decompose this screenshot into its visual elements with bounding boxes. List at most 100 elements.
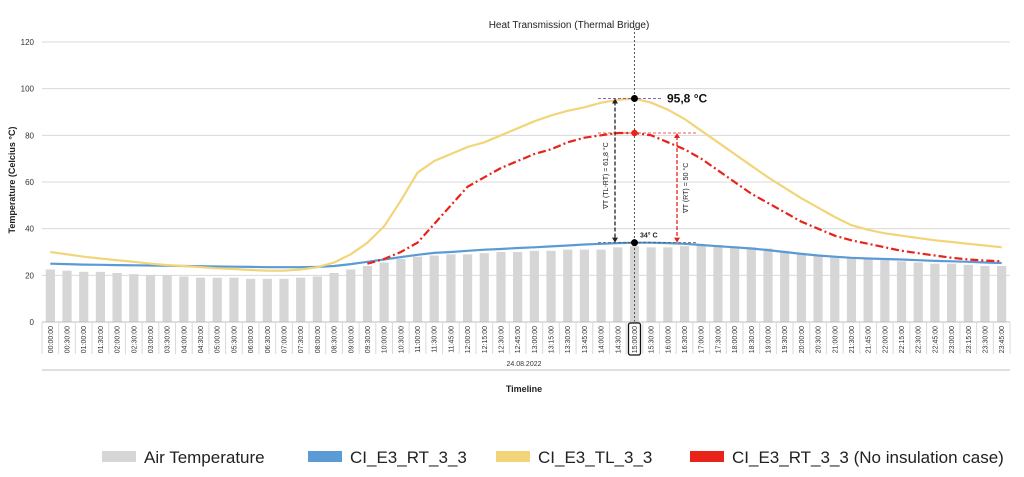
air-temperature-bar: [763, 248, 773, 322]
series-line-ci-e3-rt-3-3-no-insulation-case-: [367, 131, 1002, 265]
y-tick-label: 120: [21, 38, 35, 47]
x-tick-label: 23:15:00: [966, 326, 973, 353]
peak-rt-label: 34° C: [640, 232, 658, 240]
x-tick-label: 17:00:00: [699, 326, 706, 353]
x-tick-label: 04:00:00: [181, 326, 188, 353]
air-temperature-bar: [362, 266, 373, 322]
x-tick-label: 09:30:00: [365, 326, 372, 353]
x-tick-label: 01:00:00: [81, 326, 88, 353]
legend-swatch: [308, 451, 342, 462]
gridlines: [42, 41, 1010, 323]
air-temperature-bar: [796, 253, 806, 322]
delta-rt-label: ∇T (RT) = 50 °C: [682, 163, 690, 214]
x-tick-label: 04:30:00: [198, 326, 205, 353]
x-tick-label: 21:00:00: [832, 326, 839, 353]
peak-noins-marker: [631, 129, 638, 137]
x-tick-label: 02:00:00: [115, 326, 122, 353]
air-temperature-bar: [329, 273, 339, 322]
x-tick-label: 11:30:00: [432, 326, 439, 353]
y-tick-label: 80: [25, 131, 34, 140]
air-temperature-bar: [946, 263, 957, 322]
x-tick-label: 12:30:00: [499, 326, 506, 353]
x-tick-label: 06:00:00: [248, 326, 255, 353]
series-line-ci-e3-rt-3-3: [50, 241, 1002, 269]
delta-tl-rt-label: ∇T (TL-RT) = 61,8 °C: [602, 142, 610, 210]
x-tick-label: 20:30:00: [816, 326, 823, 353]
air-temperature-bar: [780, 250, 790, 322]
delta-rt-arrow-head-top: [674, 133, 680, 138]
air-temperature-bar: [963, 264, 973, 322]
x-tick-label: 07:00:00: [282, 326, 289, 353]
air-temperature-bar: [479, 253, 489, 322]
peak-rt-marker: [630, 239, 638, 247]
air-temperature-bar: [579, 249, 590, 322]
air-temperature-bar: [195, 277, 206, 322]
air-temperature-bar: [846, 257, 857, 322]
air-temperature-bar: [896, 261, 907, 322]
air-temperature-bar: [79, 271, 89, 322]
delta-tl-rt-arrow-head-bottom: [612, 237, 618, 243]
air-temperature-bar: [613, 247, 623, 322]
x-tick-label: 18:00:00: [732, 326, 739, 353]
y-tick-label: 0: [30, 318, 35, 327]
air-temperature-bar: [913, 262, 923, 322]
legend: Air Temperature CI_E3_RT_3_3 CI_E3_TL_3_3 C…: [102, 448, 1004, 467]
air-temperature-bar: [830, 256, 840, 322]
y-tick-label: 20: [25, 271, 34, 280]
x-tick-label: 17:30:00: [715, 326, 722, 353]
x-tick-label: 15:00:00: [632, 326, 639, 353]
date-label: 24.08.2022: [506, 361, 541, 368]
x-tick-label: 09:00:00: [348, 326, 355, 353]
air-temperature-bar: [980, 266, 990, 322]
x-tick-label: 05:30:00: [231, 326, 238, 353]
highlight-box: [627, 322, 642, 356]
x-tick-label: 07:30:00: [298, 326, 305, 353]
legend-label: CI_E3_RT_3_3 (No insulation case): [732, 448, 1004, 467]
x-tick-label: 13:15:00: [549, 326, 556, 353]
air-temperature-bar: [646, 247, 656, 322]
x-tick-label: 00:00:00: [48, 326, 55, 353]
air-temperature-bar: [746, 247, 756, 322]
air-temperature-bar: [730, 246, 740, 322]
y-axis: 0 20 40 60 80 100 120: [21, 38, 35, 327]
x-tick-label: 14:30:00: [615, 326, 622, 353]
x-tick-label: 10:00:00: [382, 326, 389, 353]
x-tick-label: 06:30:00: [265, 326, 272, 353]
air-temperature-bar: [229, 277, 239, 322]
air-temperature-bar: [162, 275, 172, 322]
air-temperature-bar: [679, 246, 690, 322]
air-temperature-bar: [246, 278, 256, 322]
x-tick-label: 12:00:00: [465, 326, 472, 353]
x-tick-label: 19:00:00: [766, 326, 773, 353]
air-temperature-bar: [529, 250, 539, 322]
air-temperature-bar: [112, 273, 122, 322]
x-tick-label: 08:30:00: [332, 326, 339, 353]
air-temperature-bar: [713, 245, 723, 322]
x-tick-label: 08:00:00: [315, 326, 322, 353]
y-axis-label: Temperature (Celcius °C): [7, 127, 17, 234]
x-tick-label: 23:30:00: [983, 326, 990, 353]
air-temperature-bar: [663, 247, 673, 322]
air-temperature-bar: [462, 254, 473, 322]
x-tick-label: 13:30:00: [565, 326, 572, 353]
air-temperature-bar: [95, 271, 106, 322]
air-temperature-bar: [145, 275, 156, 322]
x-tick-label: 21:45:00: [866, 326, 873, 353]
legend-label: Air Temperature: [144, 448, 265, 467]
legend-label: CI_E3_TL_3_3: [538, 448, 652, 467]
x-tick-label: 22:00:00: [882, 326, 889, 353]
air-temperature-bars: [45, 245, 1007, 322]
series-lines: [50, 97, 1002, 272]
air-temperature-bar: [412, 256, 423, 322]
x-tick-label: 16:00:00: [665, 326, 672, 353]
x-tick-label: 16:30:00: [682, 326, 689, 353]
air-temperature-bar: [396, 259, 406, 322]
x-tick-label: 22:45:00: [932, 326, 939, 353]
y-tick-label: 100: [21, 85, 35, 94]
chart-title: Heat Transmission (Thermal Bridge): [489, 20, 650, 31]
x-tick-label: 02:30:00: [131, 326, 138, 353]
air-temperature-bar: [45, 269, 55, 322]
air-temperature-bar: [129, 274, 139, 322]
air-temperature-bar: [379, 262, 389, 322]
air-temperature-bar: [513, 252, 523, 322]
